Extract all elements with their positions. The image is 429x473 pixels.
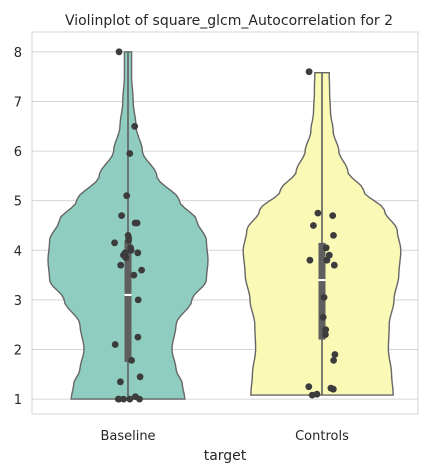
data-point-baseline xyxy=(130,271,138,279)
data-point-controls xyxy=(330,357,337,364)
data-point-baseline xyxy=(117,378,124,386)
data-point-baseline xyxy=(134,249,142,257)
data-point-controls xyxy=(306,256,314,264)
violins xyxy=(47,48,402,403)
x-tick-label-baseline: Baseline xyxy=(100,429,155,444)
data-point-controls xyxy=(319,313,327,321)
y-tick-label-1: 1 xyxy=(14,393,22,408)
data-point-baseline xyxy=(115,48,123,56)
data-point-controls xyxy=(323,256,331,264)
data-point-controls xyxy=(305,383,313,391)
data-point-controls xyxy=(308,391,316,399)
data-point-baseline xyxy=(120,395,127,403)
data-point-baseline xyxy=(123,192,131,200)
data-point-baseline xyxy=(131,122,139,130)
iqr-box-baseline xyxy=(124,240,132,362)
y-tick-label-7: 7 xyxy=(14,95,22,110)
data-point-baseline xyxy=(131,219,139,227)
data-point-controls xyxy=(322,326,330,334)
y-tick-label-8: 8 xyxy=(14,46,22,61)
data-point-controls xyxy=(330,261,338,269)
y-tick-labels: 1 2 3 4 5 6 7 8 xyxy=(14,46,22,408)
data-point-controls xyxy=(310,222,317,229)
x-tick-label-controls: Controls xyxy=(295,429,349,444)
x-axis-label: target xyxy=(204,448,247,464)
iqr-box-controls xyxy=(318,242,326,340)
data-point-baseline xyxy=(111,341,119,348)
data-point-baseline xyxy=(125,237,132,244)
data-point-controls xyxy=(329,212,337,220)
data-point-controls xyxy=(322,244,330,252)
data-point-baseline xyxy=(134,296,142,304)
y-tick-label-6: 6 xyxy=(14,145,22,160)
data-point-controls xyxy=(314,209,322,217)
y-tick-label-2: 2 xyxy=(14,344,22,359)
data-point-baseline xyxy=(126,395,134,403)
data-point-baseline xyxy=(111,239,118,247)
data-point-baseline xyxy=(117,261,125,269)
y-tick-label-3: 3 xyxy=(14,294,22,309)
x-tick-labels: Baseline Controls xyxy=(100,429,349,444)
data-point-baseline xyxy=(138,266,146,274)
chart-title: Violinplot of square_glcm_Autocorrelatio… xyxy=(65,13,393,29)
y-tick-label-5: 5 xyxy=(14,195,22,210)
data-point-controls xyxy=(320,294,328,301)
data-point-controls xyxy=(331,351,339,358)
data-point-baseline xyxy=(126,150,134,157)
data-point-baseline xyxy=(136,395,143,403)
data-point-baseline xyxy=(118,212,125,220)
data-point-baseline xyxy=(134,333,142,341)
y-tick-label-4: 4 xyxy=(14,244,22,259)
data-point-controls xyxy=(330,232,337,239)
data-point-controls xyxy=(329,385,337,393)
data-point-baseline xyxy=(136,373,144,381)
violin-baseline xyxy=(47,48,209,403)
data-point-baseline xyxy=(122,254,130,262)
data-point-controls xyxy=(305,68,313,76)
data-point-baseline xyxy=(127,246,135,254)
data-point-controls xyxy=(322,331,329,338)
violin-controls xyxy=(242,68,402,399)
data-point-baseline xyxy=(128,357,136,364)
plot-frame xyxy=(31,31,419,415)
